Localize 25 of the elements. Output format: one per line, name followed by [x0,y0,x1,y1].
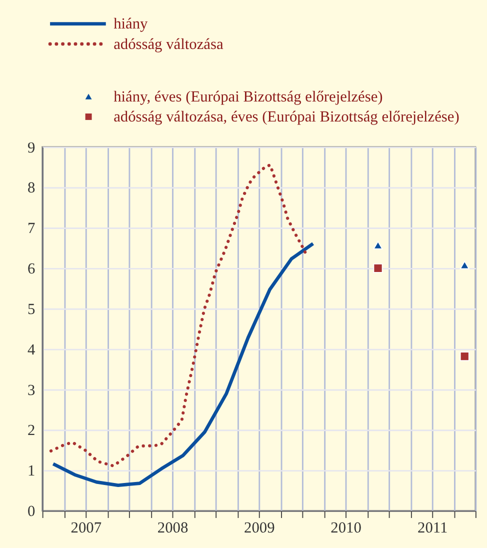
y-tick-label: 9 [27,139,36,156]
legend-label: adósság változása, éves (Európai Bizottság előrejelzése) [114,108,460,126]
legend-label: adósság változása [114,36,224,53]
x-tick-label: 2008 [157,519,188,536]
y-tick-label: 5 [27,300,36,318]
x-tick-label: 2011 [418,519,448,536]
y-tick-label: 2 [27,422,36,440]
point [460,260,470,270]
x-tick-label: 2010 [330,519,362,536]
point [460,352,470,362]
line-series [49,164,308,468]
y-tick-label: 8 [27,180,36,197]
y-tick-label: 0 [27,503,36,520]
point [373,263,383,274]
y-tick-label: 6 [27,260,36,278]
y-tick-label: 1 [27,462,36,480]
x-tick-label: 2009 [244,519,276,536]
y-tick-label: 7 [27,220,36,238]
legend-label: hiány, éves (Európai Bizottság előrejelzése) [114,88,383,106]
y-tick-label: 3 [27,382,36,399]
legend-label: hiány [114,16,148,33]
line-series [51,242,315,487]
x-tick-label: 2007 [70,519,102,536]
point [373,240,383,250]
y-tick-label: 4 [27,341,36,358]
